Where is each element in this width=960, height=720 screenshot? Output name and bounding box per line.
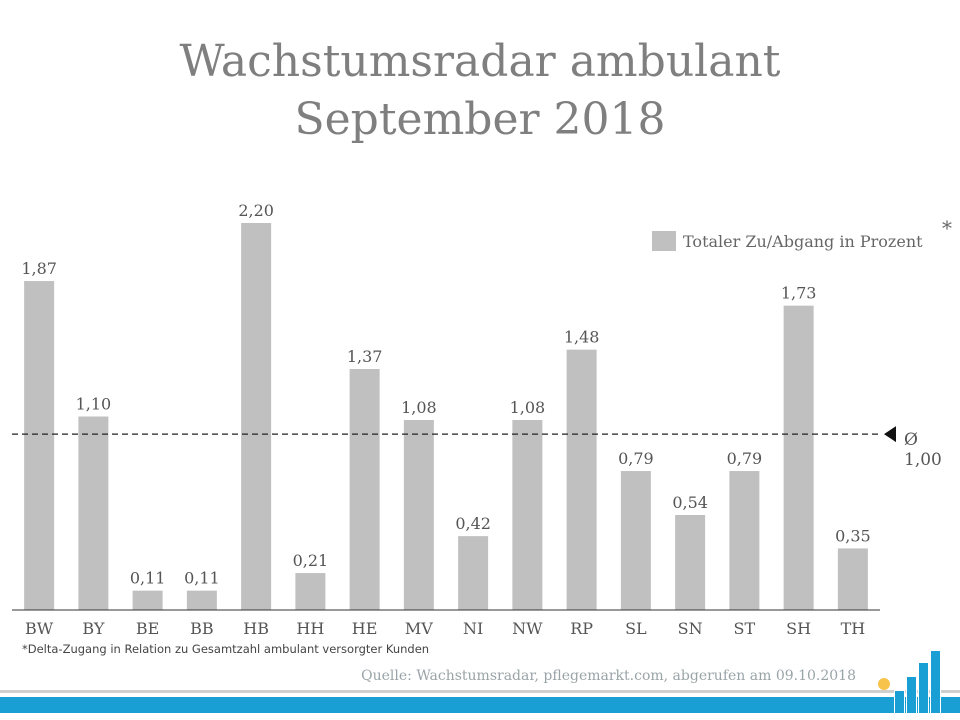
bar-he xyxy=(349,369,380,610)
data-label-by: 1,10 xyxy=(76,395,112,414)
tick-label-bb: BB xyxy=(190,619,214,638)
bar-by xyxy=(78,416,109,610)
tick-label-by: BY xyxy=(82,619,104,638)
bar-nw xyxy=(512,420,543,610)
data-label-bb: 0,11 xyxy=(184,569,220,588)
bar-hb xyxy=(241,223,272,610)
data-label-th: 0,35 xyxy=(835,526,871,545)
data-label-bw: 1,87 xyxy=(21,259,57,278)
data-label-mv: 1,08 xyxy=(401,398,437,417)
bar-bw xyxy=(24,281,55,610)
bar-sl xyxy=(620,471,651,610)
bar-st xyxy=(729,471,760,610)
average-marker-icon xyxy=(884,426,896,443)
logo-bar xyxy=(930,650,941,714)
bar-bb xyxy=(186,590,217,610)
tick-label-be: BE xyxy=(136,619,159,638)
footer-divider xyxy=(0,690,960,693)
tick-label-he: HE xyxy=(352,619,378,638)
legend-label: Totaler Zu/Abgang in Prozent xyxy=(683,231,923,251)
legend-swatch xyxy=(652,231,676,251)
footer-band xyxy=(0,697,960,713)
chart-title-line-1: Wachstumsradar ambulant xyxy=(179,36,781,87)
tick-label-hb: HB xyxy=(243,619,269,638)
footnote: *Delta-Zugang in Relation zu Gesamtzahl … xyxy=(22,642,430,656)
tick-label-th: TH xyxy=(841,619,866,638)
logo-bar xyxy=(894,690,905,714)
data-label-nw: 1,08 xyxy=(510,398,546,417)
bar-ni xyxy=(458,536,489,610)
data-label-st: 0,79 xyxy=(727,449,763,468)
tick-label-bw: BW xyxy=(25,619,54,638)
tick-label-mv: MV xyxy=(405,619,433,638)
tick-label-hh: HH xyxy=(296,619,324,638)
bar-be xyxy=(132,590,163,610)
data-label-sl: 0,79 xyxy=(618,449,654,468)
tick-label-ni: NI xyxy=(463,619,483,638)
tick-label-sl: SL xyxy=(625,619,647,638)
bar-rp xyxy=(566,349,597,610)
legend: Totaler Zu/Abgang in Prozent xyxy=(652,228,923,254)
data-label-rp: 1,48 xyxy=(564,328,600,347)
logo-dot xyxy=(878,678,890,690)
logo-bar xyxy=(906,676,917,714)
data-label-be: 0,11 xyxy=(130,569,166,588)
data-label-sn: 0,54 xyxy=(672,493,708,512)
logo-icon xyxy=(874,650,944,714)
tick-label-sh: SH xyxy=(786,619,811,638)
bar-mv xyxy=(403,420,434,610)
tick-label-nw: NW xyxy=(512,619,543,638)
data-label-sh: 1,73 xyxy=(781,284,817,303)
data-label-ni: 0,42 xyxy=(455,514,491,533)
tick-label-st: ST xyxy=(734,619,756,638)
data-label-he: 1,37 xyxy=(347,347,383,366)
bar-sn xyxy=(675,515,706,610)
chart-title-line-2: September 2018 xyxy=(294,94,666,145)
tick-label-sn: SN xyxy=(678,619,703,638)
logo-bar xyxy=(918,662,929,714)
average-label: Ø 1,00 xyxy=(904,430,942,470)
bar-hh xyxy=(295,573,326,610)
bar-sh xyxy=(783,305,814,610)
legend-asterisk: * xyxy=(942,216,952,240)
data-label-hh: 0,21 xyxy=(293,551,329,570)
source-note: Quelle: Wachstumsradar, pflegemarkt.com,… xyxy=(361,668,856,684)
bar-th xyxy=(837,548,868,610)
data-label-hb: 2,20 xyxy=(238,201,274,220)
tick-label-rp: RP xyxy=(570,619,593,638)
